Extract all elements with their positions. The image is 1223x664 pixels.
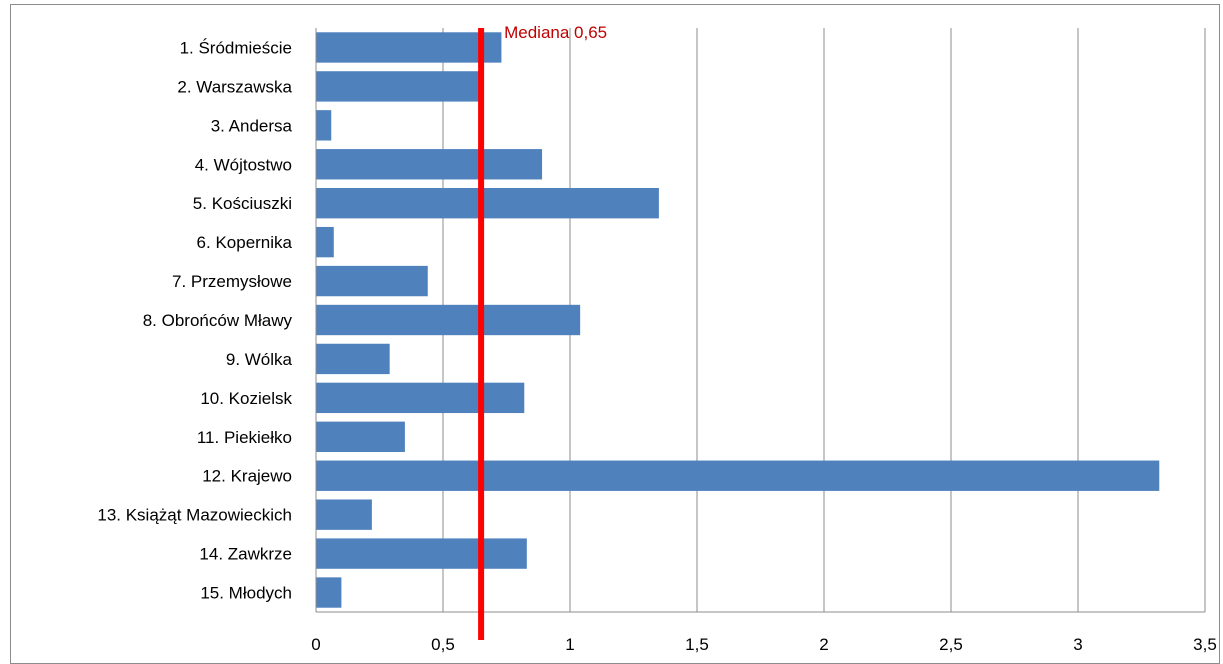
bar [316,110,332,141]
category-label: 2. Warszawska [177,77,292,96]
x-tick-label: 2 [819,635,828,654]
category-label: 8. Obrońców Mławy [143,311,293,330]
category-label: 10. Kozielsk [200,389,292,408]
x-tick-label: 1 [565,635,574,654]
category-label: 4. Wójtostwo [195,155,292,174]
axes [315,28,1205,613]
median-line-group: Mediana 0,65 [478,23,607,640]
category-label: 15. Młodych [200,584,292,603]
bar [316,421,405,452]
category-labels: 1. Śródmieście 2. Warszawska 3. Andersa 4. … [97,38,292,602]
bar [316,149,543,180]
bar [316,499,372,530]
category-label: 1. Śródmieście [180,38,292,57]
category-label: 5. Kościuszki [193,194,292,213]
x-tick-labels: 0 0,5 1 1,5 2 2,5 3 3,5 [311,635,1217,654]
bar [316,71,482,102]
bar [316,304,581,336]
x-tick-label: 0,5 [431,635,455,654]
x-tick-label: 0 [311,635,320,654]
bar [316,188,659,219]
gridlines [442,28,1206,612]
bar [316,538,527,569]
bar [316,577,342,608]
bar [316,265,428,297]
category-label: 14. Zawkrze [199,545,292,564]
category-label: 9. Wólka [226,350,293,369]
bar [316,32,502,63]
x-tick-label: 1,5 [685,635,709,654]
bar [316,226,334,258]
x-tick-label: 2,5 [939,635,963,654]
x-tick-label: 3,5 [1193,635,1217,654]
category-label: 6. Kopernika [197,233,293,252]
bar [316,460,1160,491]
category-label: 3. Andersa [211,116,293,135]
bars [316,32,1160,608]
median-label: Mediana 0,65 [504,23,607,42]
category-label: 13. Książąt Mazowieckich [97,506,292,525]
category-label: 7. Przemysłowe [172,272,292,291]
bar [316,382,525,414]
category-label: 12. Krajewo [202,467,292,486]
x-tick-label: 3 [1073,635,1082,654]
bar [316,343,390,375]
category-label: 11. Piekiełko [197,428,292,447]
